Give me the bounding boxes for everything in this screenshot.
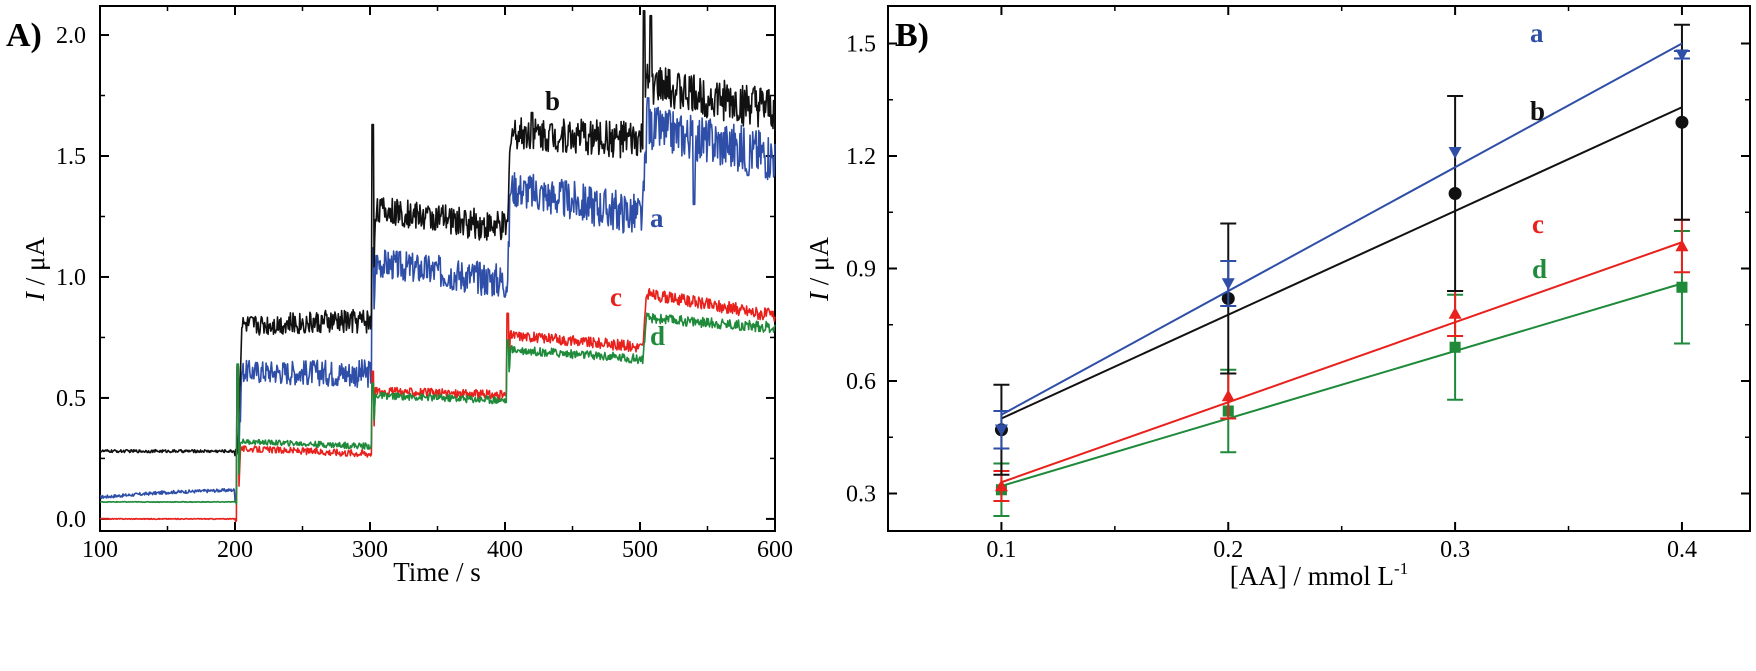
panel-b-curve-label-a: a bbox=[1530, 18, 1544, 48]
panel-a-y-tick-label: 0.0 bbox=[56, 507, 86, 533]
panel-a-x-tick-label: 400 bbox=[487, 537, 523, 563]
panel-a-y-axis-unit: / μA bbox=[20, 237, 50, 292]
panel-b-y-tick-label: 1.5 bbox=[846, 32, 876, 58]
panel-a-trace-c bbox=[99, 287, 776, 523]
panel-b-fit-line-b bbox=[1001, 106, 1683, 420]
panel-b-y-tick-label: 0.3 bbox=[846, 482, 876, 508]
panel-a: A) 100 200 300 400 500 600 0.0 0.5 1.0 1.5 2.0 a b c… bbox=[6, 5, 793, 587]
panel-a-y-axis-title: I / μA bbox=[20, 237, 50, 302]
panel-a-ticks: 100 200 300 400 500 600 0.0 0.5 1.0 1.5 2.0 bbox=[56, 6, 793, 563]
panel-a-x-tick-label: 100 bbox=[82, 537, 118, 563]
panel-a-x-tick-label: 500 bbox=[622, 537, 658, 563]
panel-a-trace-a bbox=[99, 97, 776, 501]
panel-b-ticks: 0.1 0.2 0.3 0.4 0.3 0.6 0.9 1.2 1.5 bbox=[846, 6, 1750, 563]
panel-b-point-d bbox=[1676, 281, 1688, 293]
panel-a-curve-label-a: a bbox=[650, 203, 664, 233]
panel-b-x-tick-label: 0.2 bbox=[1213, 537, 1243, 563]
panel-b-y-axis-title: I / μA bbox=[804, 237, 834, 302]
panel-b-x-tick-label: 0.3 bbox=[1440, 537, 1470, 563]
panel-b-fit-line-c bbox=[1001, 241, 1683, 484]
panel-a-x-axis-title: Time / s bbox=[393, 557, 481, 587]
panel-b-y-axis-symbol: I bbox=[804, 290, 834, 302]
panel-a-curve-labels: a b cd bbox=[545, 86, 665, 351]
panel-b-point-c bbox=[1221, 389, 1235, 402]
panel-b-fit-line-a bbox=[1000, 42, 1683, 416]
panel-a-x-tick-label: 600 bbox=[757, 537, 793, 563]
panel-b-y-tick-label: 1.2 bbox=[846, 144, 876, 170]
panel-a-y-axis-symbol: I bbox=[20, 290, 50, 302]
panel-b-series bbox=[993, 23, 1690, 517]
panel-b-y-tick-label: 0.6 bbox=[846, 369, 876, 395]
panel-b-point-d bbox=[1449, 341, 1461, 353]
panel-b-point-a bbox=[1221, 278, 1235, 290]
panel-b-point-c bbox=[1448, 307, 1462, 319]
panel-a-y-tick-label: 1.0 bbox=[56, 265, 86, 291]
panel-b-point-a bbox=[994, 424, 1008, 437]
panel-b-curve-label-d: d bbox=[1532, 254, 1547, 284]
panel-a-series bbox=[99, 10, 776, 523]
panel-a-y-tick-label: 0.5 bbox=[56, 386, 86, 412]
panel-b-point-b bbox=[1675, 115, 1689, 129]
panel-b-point-a bbox=[1448, 147, 1462, 159]
panel-b-point-c bbox=[1675, 239, 1689, 252]
panel-b-point-c bbox=[994, 479, 1008, 492]
panel-b-plot-frame bbox=[887, 5, 1751, 532]
panel-b-curve-labels: a b cd bbox=[1530, 18, 1547, 284]
panel-a-curve-label-c: c bbox=[610, 282, 622, 312]
panel-a-y-tick-label: 1.5 bbox=[56, 144, 86, 170]
panel-a-trace-b bbox=[99, 10, 776, 457]
panel-b-y-axis-unit: / μA bbox=[804, 237, 834, 292]
panel-a-x-tick-label: 300 bbox=[352, 537, 388, 563]
panel-b-point-b bbox=[1448, 187, 1462, 200]
panel-b-curve-label-b: b bbox=[1530, 96, 1545, 126]
panel-b-x-axis-superscript: -1 bbox=[1394, 559, 1408, 578]
panel-b-curve-label-c: c bbox=[1532, 209, 1544, 239]
panel-b-point-a bbox=[1675, 49, 1689, 62]
panel-a-curve-label-d: d bbox=[650, 321, 665, 351]
panel-b-fit-line-d bbox=[1001, 282, 1683, 487]
panel-b-label: B) bbox=[895, 17, 929, 54]
panel-a-label: A) bbox=[6, 17, 42, 54]
panel-b: B) 0.1 0.2 0.3 0.4 0.3 0.6 0.9 1.2 1.5 a b cd [AA]… bbox=[804, 5, 1751, 591]
panel-b-x-axis-main: [AA] / mmol L bbox=[1230, 561, 1394, 591]
panel-b-x-tick-label: 0.4 bbox=[1667, 537, 1697, 563]
panel-a-x-tick-label: 200 bbox=[217, 537, 253, 563]
panel-b-x-axis-title: [AA] / mmol L-1 bbox=[1230, 559, 1408, 591]
panel-b-y-tick-label: 0.9 bbox=[846, 257, 876, 283]
panel-a-curve-label-b: b bbox=[545, 86, 560, 116]
panel-a-y-tick-label: 2.0 bbox=[56, 23, 86, 49]
panel-b-x-tick-label: 0.1 bbox=[986, 537, 1016, 563]
panel-a-trace-d bbox=[99, 312, 776, 506]
